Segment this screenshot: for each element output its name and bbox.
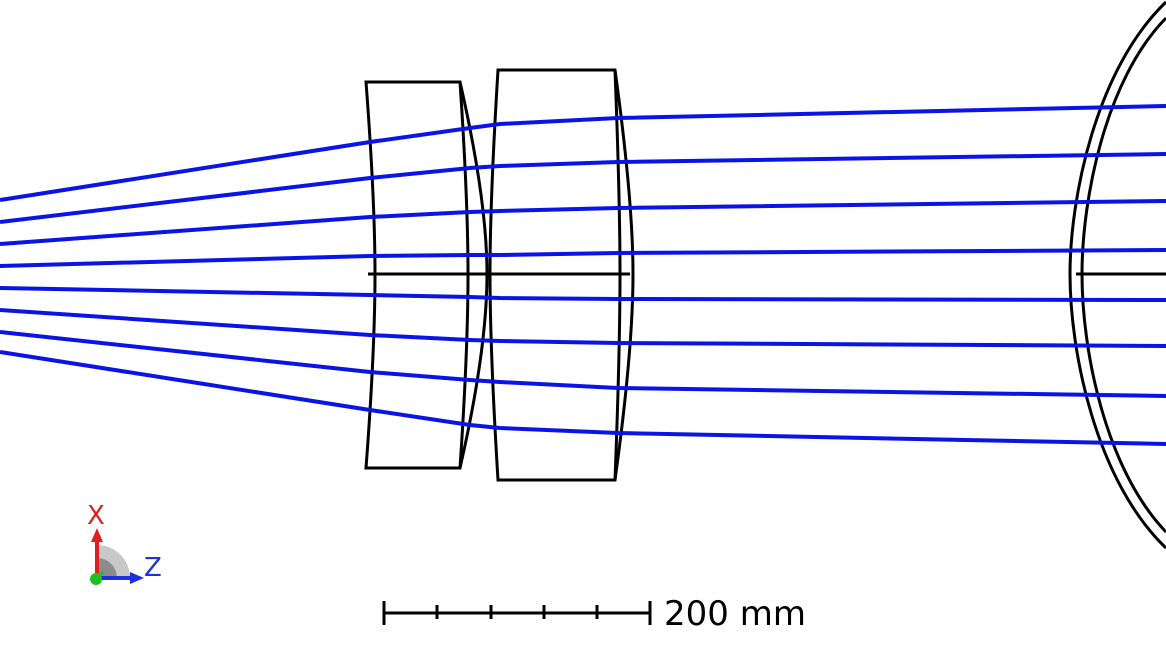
ray-8	[0, 350, 1166, 446]
z-axis-arrowhead	[130, 572, 144, 584]
lens-2	[488, 68, 635, 482]
axis-triad: X Z	[87, 501, 162, 585]
lens-1-inner-surface	[458, 81, 470, 469]
scale-bar	[382, 601, 652, 625]
mirror-outer-surface	[1068, 0, 1166, 550]
ray-6	[0, 308, 1166, 348]
scale-bar-label: 200 mm	[664, 594, 806, 634]
ray-4	[0, 248, 1166, 268]
ray-3	[0, 199, 1166, 246]
x-axis-label: X	[87, 501, 105, 531]
mirror-inner-surface	[1080, 16, 1166, 534]
ray-1	[0, 104, 1166, 202]
ray-5	[0, 286, 1166, 302]
z-axis-label: Z	[144, 553, 162, 583]
ray-2	[0, 152, 1166, 224]
ray-7	[0, 330, 1166, 398]
lens-1	[364, 80, 489, 470]
lens-2-inner-surface	[613, 69, 622, 481]
ray-bundle	[0, 104, 1166, 446]
curved-mirror	[1068, 0, 1166, 550]
axis-origin-dot	[90, 573, 102, 585]
x-axis-arrowhead	[91, 528, 103, 542]
